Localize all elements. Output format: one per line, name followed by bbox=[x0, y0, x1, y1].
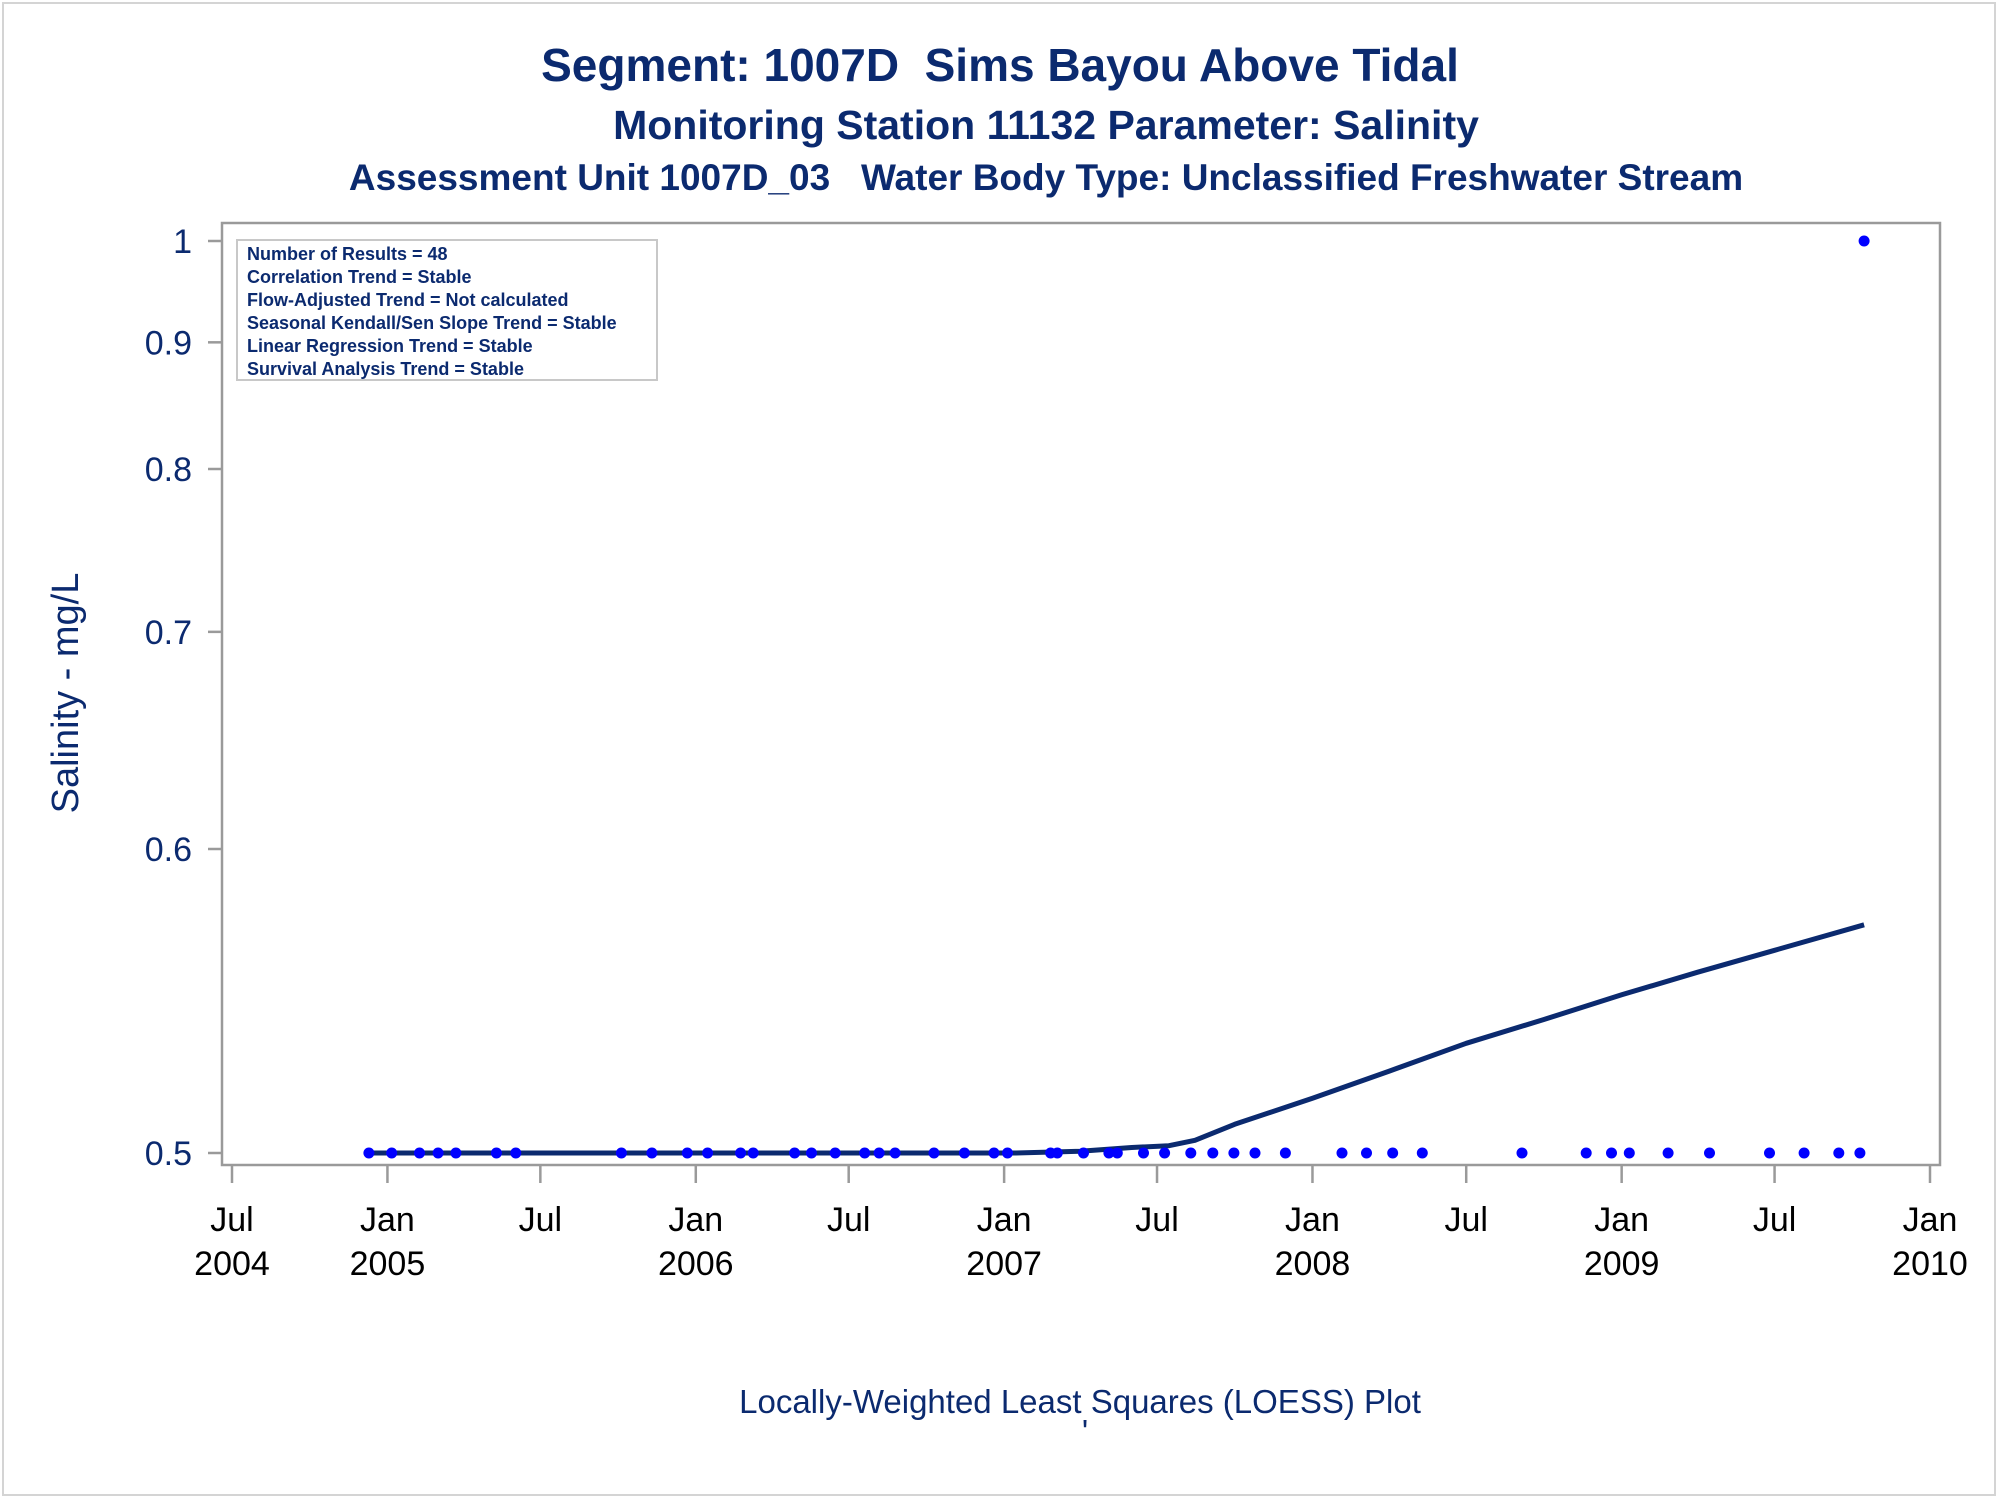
data-point bbox=[432, 1147, 444, 1159]
data-point bbox=[1051, 1147, 1063, 1159]
x-tick-year-label: 2006 bbox=[658, 1245, 734, 1283]
data-point bbox=[490, 1147, 502, 1159]
data-point bbox=[829, 1147, 841, 1159]
plot-area bbox=[220, 221, 1942, 1167]
data-point bbox=[1580, 1147, 1592, 1159]
data-point bbox=[1279, 1147, 1291, 1159]
y-axis-title: Salinity - mg/L bbox=[45, 573, 87, 814]
data-point bbox=[806, 1147, 817, 1159]
data-point bbox=[681, 1147, 693, 1159]
x-tick-label: Jan bbox=[1594, 1201, 1649, 1239]
data-point bbox=[1207, 1147, 1219, 1159]
stats-line: Number of Results = 48 bbox=[247, 244, 448, 264]
data-point bbox=[1138, 1147, 1149, 1159]
stats-line: Survival Analysis Trend = Stable bbox=[247, 359, 524, 379]
data-point bbox=[859, 1147, 871, 1159]
stats-line: Flow-Adjusted Trend = Not calculated bbox=[247, 290, 569, 310]
x-tick-year-label: 2010 bbox=[1892, 1245, 1968, 1283]
data-point bbox=[928, 1147, 940, 1159]
x-tick-label: Jul bbox=[1753, 1201, 1796, 1239]
chart-title: Segment: 1007D Sims Bayou Above Tidal bbox=[541, 39, 1459, 91]
data-point bbox=[1416, 1147, 1428, 1159]
data-point bbox=[1387, 1147, 1399, 1159]
x-tick-label: Jul bbox=[1135, 1201, 1178, 1239]
data-point bbox=[1078, 1147, 1089, 1159]
x-tick-year-label: 2004 bbox=[194, 1245, 270, 1283]
x-tick-year-label: 2005 bbox=[350, 1245, 426, 1283]
data-point bbox=[1798, 1147, 1810, 1159]
footnote: Locally-Weighted Least Squares (LOESS) P… bbox=[739, 1383, 1421, 1420]
stats-line: Seasonal Kendall/Sen Slope Trend = Stabl… bbox=[247, 313, 617, 333]
y-tick-label: 0.6 bbox=[145, 831, 192, 869]
x-tick-label: Jan bbox=[668, 1201, 723, 1239]
loess-series bbox=[368, 922, 1865, 1156]
chart-subtitle: Monitoring Station 11132 Parameter: Sali… bbox=[613, 102, 1479, 148]
data-point bbox=[1249, 1147, 1261, 1159]
x-tick-label: Jul bbox=[827, 1201, 870, 1239]
data-point bbox=[414, 1147, 425, 1159]
data-point bbox=[958, 1147, 970, 1159]
y-tick-label: 0.9 bbox=[145, 324, 192, 362]
scatter-series bbox=[363, 235, 1870, 1159]
x-tick-label: Jul bbox=[210, 1201, 253, 1239]
data-point bbox=[1159, 1147, 1171, 1159]
data-point bbox=[1858, 235, 1870, 247]
loess-line bbox=[368, 922, 1865, 1156]
data-point bbox=[1185, 1147, 1197, 1159]
x-tick-label: Jul bbox=[519, 1201, 562, 1239]
y-tick-label: 0.8 bbox=[145, 451, 192, 489]
y-tick-label: 0.7 bbox=[145, 614, 192, 652]
x-tick-label: Jan bbox=[1903, 1201, 1958, 1239]
y-tick-label: 0.5 bbox=[145, 1135, 192, 1173]
data-point bbox=[1228, 1147, 1240, 1159]
x-tick-year-label: 2007 bbox=[966, 1245, 1042, 1283]
stats-line: Linear Regression Trend = Stable bbox=[247, 336, 533, 356]
data-point bbox=[1704, 1147, 1715, 1159]
data-point bbox=[1623, 1147, 1635, 1159]
data-point bbox=[1854, 1147, 1866, 1159]
data-point bbox=[1764, 1147, 1775, 1159]
data-point bbox=[889, 1147, 901, 1159]
data-point bbox=[1111, 1147, 1123, 1159]
data-point bbox=[735, 1147, 747, 1159]
data-point bbox=[1516, 1147, 1528, 1159]
data-point bbox=[1103, 1147, 1115, 1159]
stats-line: Correlation Trend = Stable bbox=[247, 267, 472, 287]
stats-legend-box: Number of Results = 48 Correlation Trend … bbox=[236, 239, 658, 381]
x-tick-year-label: 2009 bbox=[1584, 1245, 1660, 1283]
data-point bbox=[1606, 1147, 1617, 1159]
data-point bbox=[1833, 1147, 1845, 1159]
chart-subtitle-2: Assessment Unit 1007D_03 Water Body Type… bbox=[348, 157, 1744, 198]
x-tick-label: Jan bbox=[977, 1201, 1032, 1239]
x-tick-label: Jan bbox=[360, 1201, 415, 1239]
data-point bbox=[615, 1147, 627, 1159]
stats-box-border bbox=[236, 239, 658, 381]
x-axis: Jul 2004 Jan 2005 Jul Jan 2006 Jul Jan 2007 Jul Jan… bbox=[194, 1165, 1968, 1283]
data-point bbox=[386, 1147, 398, 1159]
data-point bbox=[510, 1147, 522, 1159]
data-point bbox=[363, 1147, 375, 1159]
data-point bbox=[747, 1147, 759, 1159]
footnote-mark: ' bbox=[1082, 1413, 1088, 1450]
data-point bbox=[450, 1147, 462, 1159]
data-point bbox=[646, 1147, 658, 1159]
x-tick-year-label: 2008 bbox=[1275, 1245, 1351, 1283]
y-axis: 1 0.9 0.8 0.7 0.6 0.5 bbox=[145, 223, 222, 1173]
data-point bbox=[789, 1147, 801, 1159]
data-point bbox=[1361, 1147, 1372, 1159]
data-point bbox=[1002, 1147, 1013, 1159]
data-point bbox=[1662, 1147, 1674, 1159]
data-point bbox=[1336, 1147, 1348, 1159]
data-point bbox=[988, 1147, 1000, 1159]
y-tick-label: 1 bbox=[173, 223, 192, 261]
data-point bbox=[702, 1147, 714, 1159]
x-tick-label: Jan bbox=[1285, 1201, 1340, 1239]
x-tick-label: Jul bbox=[1444, 1201, 1487, 1239]
data-point bbox=[873, 1147, 885, 1159]
